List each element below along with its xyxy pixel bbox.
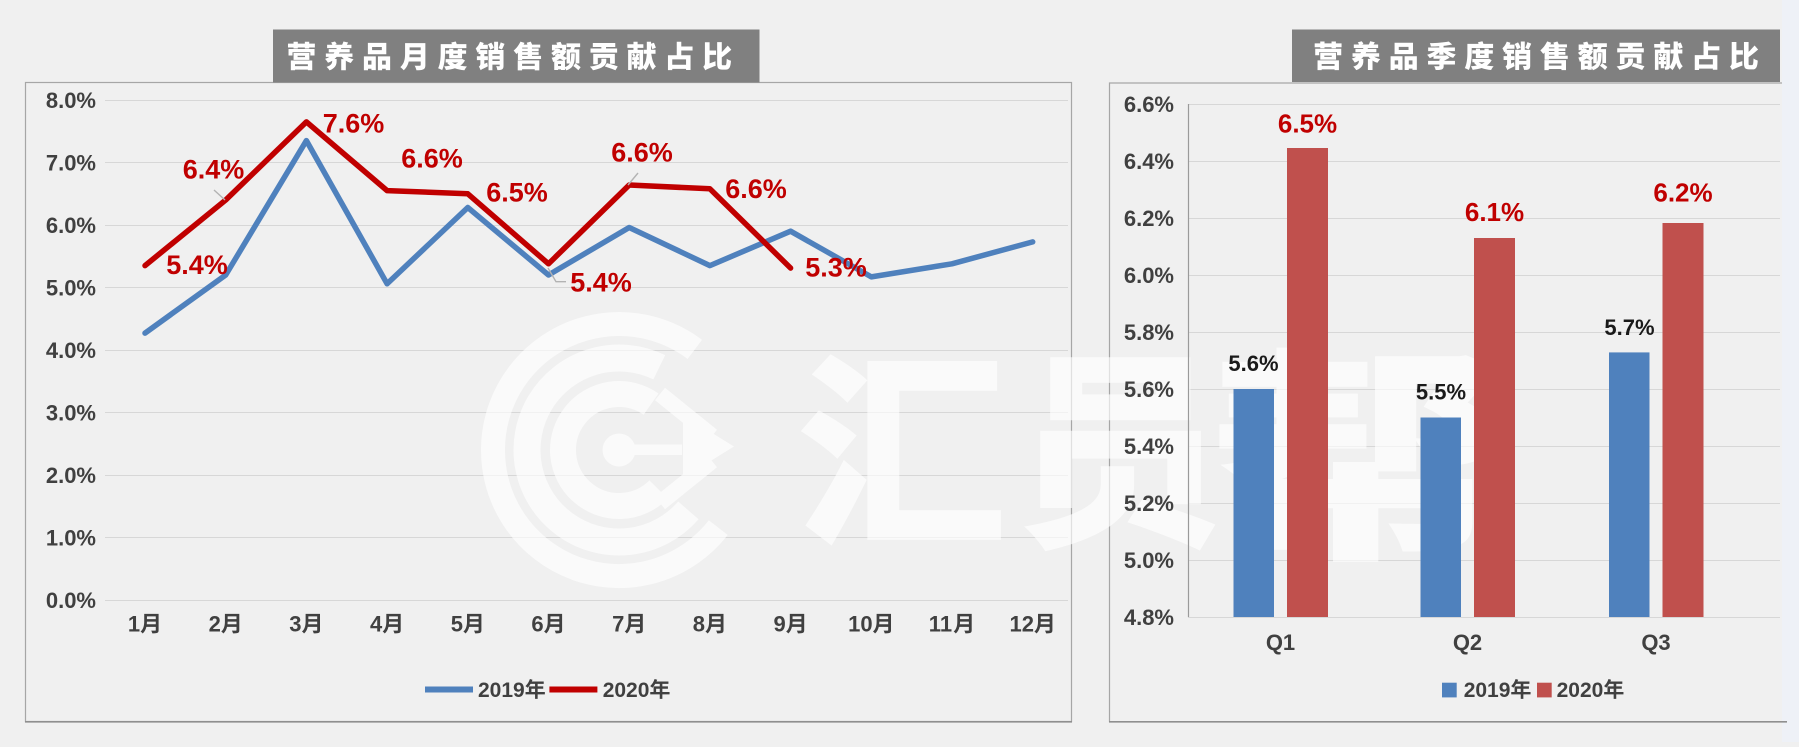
svg-text:5.6%: 5.6% [1124, 377, 1174, 402]
svg-text:5.2%: 5.2% [1124, 491, 1174, 516]
svg-text:6.0%: 6.0% [1124, 263, 1174, 288]
svg-text:5.0%: 5.0% [1124, 548, 1174, 573]
svg-text:6.6%: 6.6% [1124, 92, 1174, 117]
svg-text:7: 7 [612, 612, 624, 637]
svg-text:2: 2 [209, 612, 221, 637]
svg-text:5.3%: 5.3% [805, 253, 867, 283]
svg-text:5.8%: 5.8% [1124, 320, 1174, 345]
svg-text:Q3: Q3 [1641, 630, 1670, 655]
svg-text:3: 3 [289, 612, 301, 637]
svg-text:6.5%: 6.5% [486, 178, 548, 208]
svg-text:9: 9 [774, 612, 786, 637]
svg-text:6.2%: 6.2% [1124, 206, 1174, 231]
svg-text:5.4%: 5.4% [1124, 434, 1174, 459]
svg-text:5.4%: 5.4% [166, 250, 228, 280]
svg-text:5.0%: 5.0% [46, 275, 96, 300]
svg-text:6.6%: 6.6% [611, 138, 673, 168]
svg-text:7.6%: 7.6% [323, 109, 385, 139]
svg-text:6.5%: 6.5% [1278, 108, 1337, 138]
svg-text:4.8%: 4.8% [1124, 605, 1174, 630]
svg-text:6.1%: 6.1% [1465, 197, 1524, 227]
svg-text:5.4%: 5.4% [570, 268, 632, 298]
svg-text:6.6%: 6.6% [725, 174, 787, 204]
svg-text:2020: 2020 [603, 679, 650, 702]
svg-text:0.0%: 0.0% [46, 588, 96, 613]
svg-text:1.0%: 1.0% [46, 525, 96, 550]
svg-text:2020: 2020 [1557, 679, 1604, 702]
svg-text:2019: 2019 [1464, 679, 1511, 702]
svg-text:8.0%: 8.0% [46, 88, 96, 113]
svg-text:5.5%: 5.5% [1416, 380, 1466, 405]
svg-text:Q1: Q1 [1266, 630, 1295, 655]
svg-text:2.0%: 2.0% [46, 463, 96, 488]
svg-text:4.0%: 4.0% [46, 338, 96, 363]
svg-text:6: 6 [531, 612, 543, 637]
svg-text:12: 12 [1010, 612, 1034, 637]
svg-text:Q2: Q2 [1453, 630, 1482, 655]
svg-text:5: 5 [451, 612, 463, 637]
svg-text:6.4%: 6.4% [183, 155, 245, 185]
svg-text:7.0%: 7.0% [46, 150, 96, 175]
svg-text:4: 4 [370, 612, 383, 637]
svg-text:6.0%: 6.0% [46, 213, 96, 238]
svg-text:5.7%: 5.7% [1604, 315, 1654, 340]
svg-text:8: 8 [693, 612, 705, 637]
svg-text:10: 10 [848, 612, 872, 637]
svg-text:5.6%: 5.6% [1228, 351, 1278, 376]
svg-text:11: 11 [929, 612, 952, 637]
svg-text:6.6%: 6.6% [401, 144, 463, 174]
svg-text:3.0%: 3.0% [46, 400, 96, 425]
svg-text:1: 1 [128, 612, 140, 637]
svg-text:6.4%: 6.4% [1124, 149, 1174, 174]
svg-text:6.2%: 6.2% [1653, 177, 1712, 207]
svg-text:2019: 2019 [478, 679, 525, 702]
